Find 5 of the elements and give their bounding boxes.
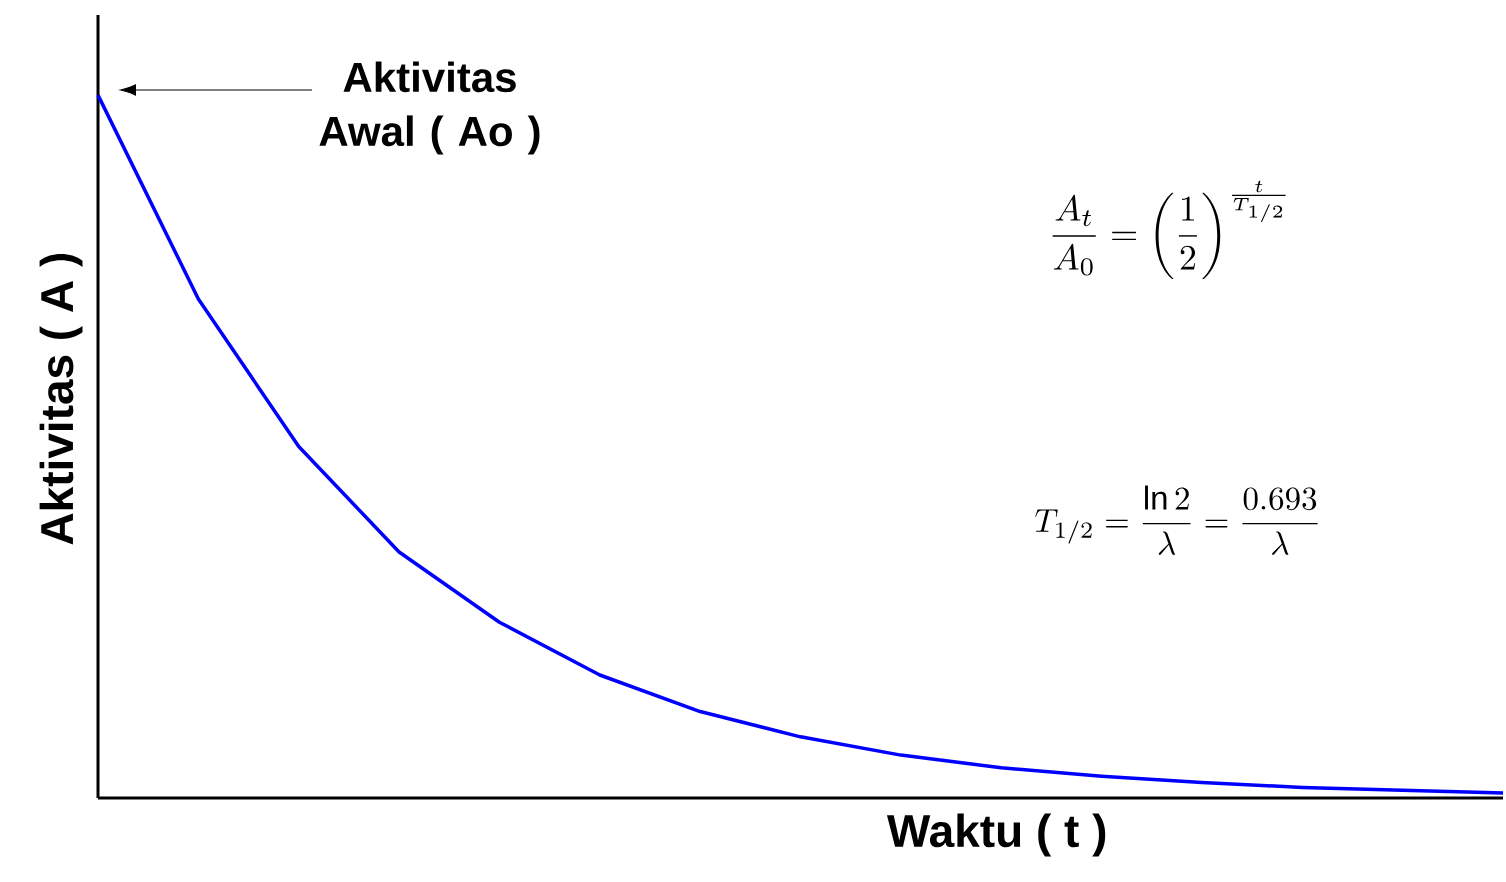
annotation: Aktivitas Awal ( Ao ) — [319, 61, 540, 155]
x-axis-title: Waktu ( t ) — [886, 813, 1106, 857]
annotation: $\frac{A_t}{A_0}=\left(\frac{1}{2}\right)^{\frac{t}{T_{1/2}}}$ — [1052, 180, 1286, 280]
y-axis-title: Aktivitas ( A ) — [39, 254, 83, 545]
annotation: $T_{1/2}=\frac{\ln 2}{\lambda}=\frac{0.693}{\lambda}$ — [1035, 485, 1318, 555]
